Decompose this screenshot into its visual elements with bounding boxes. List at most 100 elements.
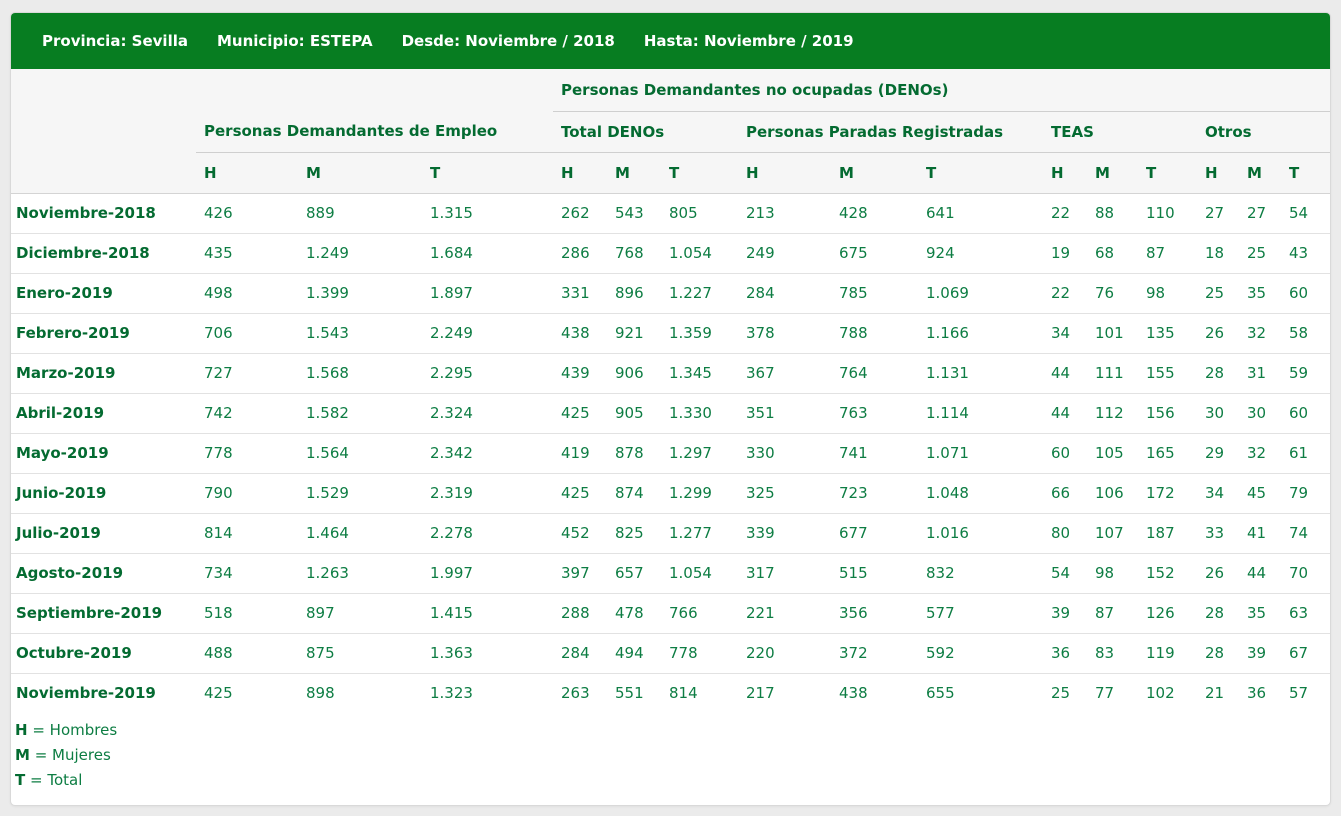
cell-value: 741	[831, 432, 918, 473]
cell-value: 1.016	[918, 512, 1043, 553]
cell-value: 152	[1138, 552, 1197, 593]
cell-value: 727	[196, 352, 298, 393]
cell-value: 76	[1087, 272, 1138, 313]
cell-value: 2.319	[422, 472, 553, 513]
cell-value: 74	[1281, 512, 1330, 553]
row-month-label: Septiembre-2019	[11, 592, 196, 633]
row-month-label: Enero-2019	[11, 272, 196, 313]
row-month-label: Noviembre-2018	[16, 204, 156, 222]
cell-value: 331	[553, 272, 607, 313]
cell-value: 31	[1239, 352, 1281, 393]
cell-value: 734	[196, 552, 298, 593]
cell-value: 44	[1043, 392, 1087, 433]
cell-value: 428	[839, 204, 868, 222]
cell-value: 419	[553, 432, 607, 473]
subheader-h: H	[1043, 152, 1087, 194]
cell-value: 655	[918, 672, 1043, 713]
table-row: Agosto-2019 734 1.263 1.997 397 657 1.054 317 51…	[11, 552, 1330, 593]
legend-line-t: T = Total	[15, 768, 1330, 793]
subheader-m: M	[1239, 152, 1281, 194]
cell-value: 35	[1239, 272, 1281, 313]
cell-value: 58	[1281, 312, 1330, 353]
cell-value: 677	[831, 512, 918, 553]
cell-value: 217	[738, 672, 831, 713]
cell-value: 1.249	[298, 232, 422, 273]
cell-value: 43	[1281, 232, 1330, 273]
cell-value: 1.048	[918, 472, 1043, 513]
titlebar-hasta: Hasta: Noviembre / 2019	[643, 32, 854, 50]
cell-value: 66	[1043, 472, 1087, 513]
legend: H = Hombres M = Mujeres T = Total	[11, 713, 1330, 805]
cell-value: 825	[607, 512, 661, 553]
cell-value: 35	[1239, 592, 1281, 633]
cell-value: 2.278	[422, 512, 553, 553]
legend-line-m: M = Mujeres	[15, 743, 1330, 768]
cell-value: 2.342	[422, 432, 553, 473]
cell-value: 155	[1138, 352, 1197, 393]
cell-value: 80	[1043, 512, 1087, 553]
cell-value: 317	[738, 552, 831, 593]
group-header-1: Total DENOs	[553, 111, 738, 153]
cell-value: 262	[561, 204, 590, 222]
cell-value: 34	[1043, 312, 1087, 353]
cell-value: 112	[1087, 392, 1138, 433]
statistics-card: Provincia: Sevilla Municipio: ESTEPA Des…	[10, 12, 1331, 806]
cell-value: 263	[553, 672, 607, 713]
cell-value: 814	[661, 672, 738, 713]
legend-key-t: T	[15, 771, 26, 789]
row-month-label: Febrero-2019	[11, 312, 196, 353]
cell-value: 111	[1087, 352, 1138, 393]
cell-value: 28	[1197, 352, 1239, 393]
cell-value: 889	[306, 204, 335, 222]
cell-value: 87	[1138, 232, 1197, 273]
cell-value: 790	[196, 472, 298, 513]
table-row: Noviembre-2018 426 889 1.315 262 543 805 213 428…	[11, 193, 1330, 233]
cell-value: 875	[298, 632, 422, 673]
cell-value: 397	[553, 552, 607, 593]
cell-value: 1.277	[661, 512, 738, 553]
cell-value: 723	[831, 472, 918, 513]
cell-value: 742	[196, 392, 298, 433]
header-spacer	[11, 111, 196, 152]
cell-value: 905	[607, 392, 661, 433]
cell-value: 2.324	[422, 392, 553, 433]
group-header-3: TEAS	[1043, 111, 1197, 153]
cell-value: 1.069	[918, 272, 1043, 313]
cell-value: 788	[831, 312, 918, 353]
cell-value: 592	[918, 632, 1043, 673]
table-row: Noviembre-2019 425 898 1.323 263 551 814 217 438…	[11, 672, 1330, 713]
cell-value: 1.054	[661, 552, 738, 593]
subheader-t: T	[1281, 152, 1330, 194]
group-header-2: Personas Paradas Registradas	[738, 111, 1043, 153]
cell-value: 83	[1087, 632, 1138, 673]
cell-value: 785	[831, 272, 918, 313]
cell-value: 330	[738, 432, 831, 473]
cell-value: 60	[1043, 432, 1087, 473]
cell-value: 1.323	[422, 672, 553, 713]
cell-value: 425	[553, 472, 607, 513]
cell-value: 1.054	[661, 232, 738, 273]
cell-value: 165	[1138, 432, 1197, 473]
cell-value: 1.582	[298, 392, 422, 433]
cell-value: 2.295	[422, 352, 553, 393]
cell-value: 54	[1289, 204, 1309, 222]
cell-value: 488	[196, 632, 298, 673]
table-row: Marzo-2019 727 1.568 2.295 439 906 1.345 367 764…	[11, 352, 1330, 393]
cell-value: 25	[1197, 272, 1239, 313]
cell-value: 1.315	[430, 204, 473, 222]
cell-value: 435	[196, 232, 298, 273]
cell-value: 286	[553, 232, 607, 273]
cell-value: 657	[607, 552, 661, 593]
cell-value: 351	[738, 392, 831, 433]
titlebar-municipio: Municipio: ESTEPA	[216, 32, 373, 50]
cell-value: 764	[831, 352, 918, 393]
cell-value: 1.415	[422, 592, 553, 633]
cell-value: 21	[1197, 672, 1239, 713]
cell-value: 805	[669, 204, 698, 222]
subheader-m: M	[607, 152, 661, 194]
cell-value: 221	[738, 592, 831, 633]
cell-value: 98	[1138, 272, 1197, 313]
cell-value: 896	[607, 272, 661, 313]
cell-value: 27	[1247, 204, 1267, 222]
cell-value: 921	[607, 312, 661, 353]
